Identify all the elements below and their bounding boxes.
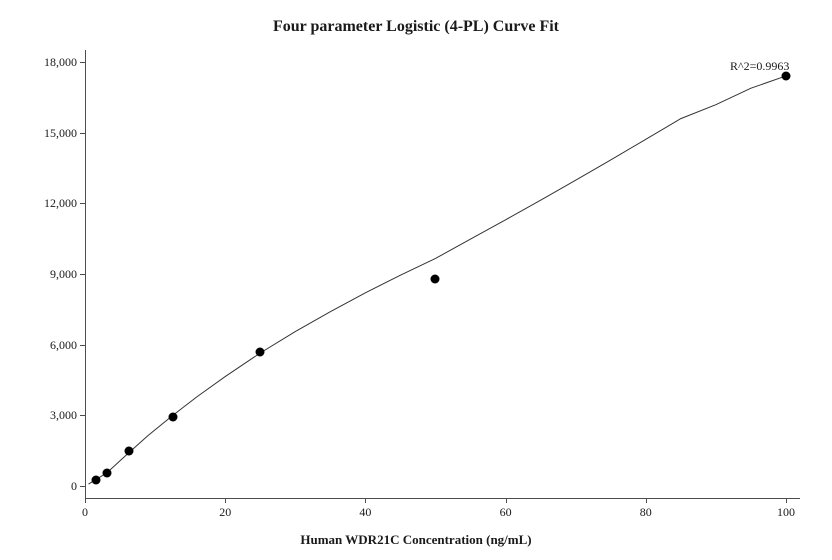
x-tick-label: 0 bbox=[65, 505, 105, 520]
data-point bbox=[431, 274, 440, 283]
data-point bbox=[124, 447, 133, 456]
x-axis bbox=[85, 498, 800, 499]
y-tick bbox=[80, 203, 85, 204]
r-squared-annotation: R^2=0.9963 bbox=[730, 59, 789, 74]
y-tick bbox=[80, 133, 85, 134]
y-axis bbox=[85, 50, 86, 498]
data-point bbox=[102, 468, 111, 477]
y-tick bbox=[80, 62, 85, 63]
chart-container: Four parameter Logistic (4-PL) Curve Fit… bbox=[0, 0, 832, 560]
chart-title: Four parameter Logistic (4-PL) Curve Fit bbox=[0, 18, 832, 36]
x-axis-label: Human WDR21C Concentration (ng/mL) bbox=[0, 532, 832, 548]
y-tick bbox=[80, 486, 85, 487]
data-point bbox=[91, 475, 100, 484]
x-tick-label: 80 bbox=[626, 505, 666, 520]
y-tick-label: 3,000 bbox=[22, 408, 77, 423]
y-tick-label: 0 bbox=[22, 479, 77, 494]
x-tick bbox=[786, 498, 787, 503]
y-tick-label: 18,000 bbox=[22, 55, 77, 70]
x-tick bbox=[365, 498, 366, 503]
x-tick bbox=[85, 498, 86, 503]
x-tick bbox=[646, 498, 647, 503]
data-point bbox=[256, 347, 265, 356]
x-tick bbox=[506, 498, 507, 503]
y-tick bbox=[80, 274, 85, 275]
x-tick-label: 100 bbox=[766, 505, 806, 520]
y-tick-label: 12,000 bbox=[22, 196, 77, 211]
y-tick bbox=[80, 345, 85, 346]
fitted-curve bbox=[85, 50, 800, 498]
x-tick bbox=[225, 498, 226, 503]
x-tick-label: 60 bbox=[486, 505, 526, 520]
x-tick-label: 20 bbox=[205, 505, 245, 520]
plot-area bbox=[85, 50, 800, 498]
x-tick-label: 40 bbox=[345, 505, 385, 520]
y-tick-label: 9,000 bbox=[22, 267, 77, 282]
y-tick-label: 15,000 bbox=[22, 126, 77, 141]
y-tick bbox=[80, 415, 85, 416]
y-tick-label: 6,000 bbox=[22, 338, 77, 353]
data-point bbox=[168, 413, 177, 422]
